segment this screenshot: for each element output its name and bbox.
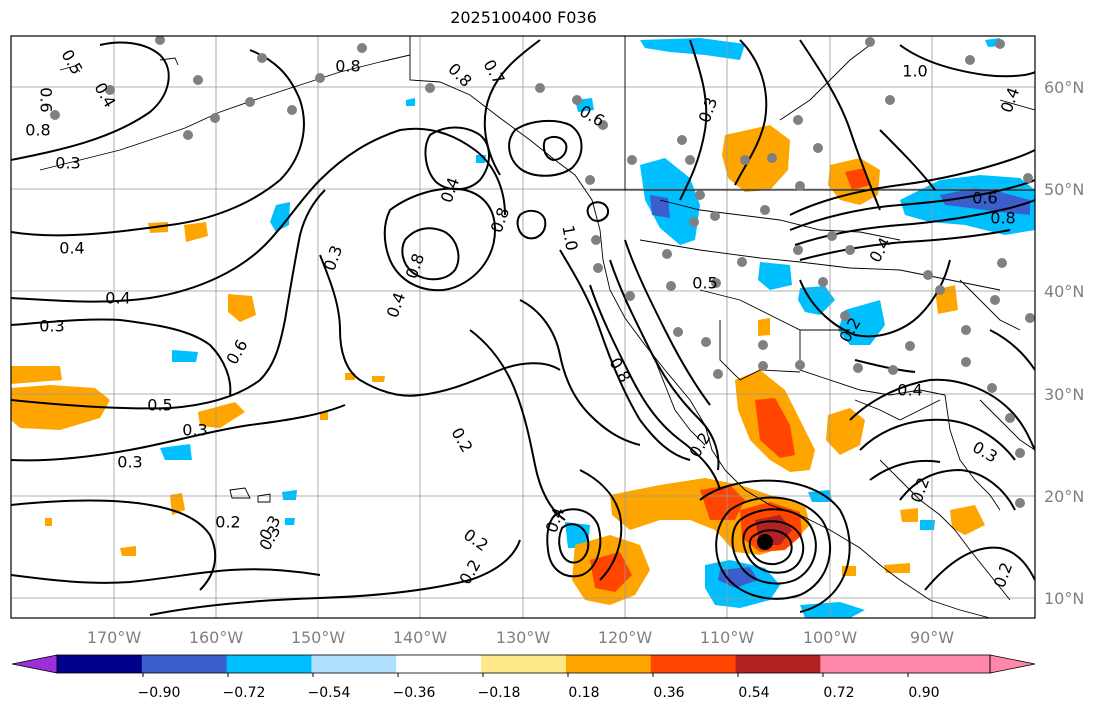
colorbar-segment	[226, 655, 312, 673]
colorbar-segments	[11, 654, 1036, 674]
lat-tick: 50°N	[1044, 180, 1084, 199]
contour-label: 1.0	[558, 224, 581, 252]
contour-label: 0.8	[990, 209, 1015, 228]
colorbar-tick-label: 0.18	[568, 685, 599, 701]
colorbar-tick-label: 0.72	[823, 685, 854, 701]
latitude-axis: 60°N 50°N 40°N 30°N 20°N 10°N	[1044, 78, 1084, 608]
lon-tick: 90°W	[910, 628, 954, 647]
colorbar-segment	[905, 655, 991, 673]
colorbar-segment	[311, 655, 397, 673]
colorbar-tick-label: 0.90	[908, 685, 939, 701]
colorbar-tick-label: 0.36	[653, 685, 684, 701]
colorbar-segment	[481, 655, 567, 673]
contour-label: 0.4	[897, 381, 922, 400]
graticule	[11, 36, 1035, 618]
colorbar-max-arrow	[989, 654, 1036, 674]
colorbar-tick-label: −0.72	[223, 685, 266, 701]
colorbar-segment	[57, 655, 143, 673]
colorbar-segment	[650, 655, 737, 673]
lat-tick: 30°N	[1044, 385, 1084, 404]
chart-title: 2025100400 F036	[450, 8, 597, 27]
colorbar-segment	[141, 655, 228, 673]
lon-tick: 100°W	[803, 628, 858, 647]
contour-label: 0.8	[25, 121, 50, 140]
lat-tick: 10°N	[1044, 589, 1084, 608]
colorbar-outline	[56, 654, 991, 674]
contour-label: 0.2	[215, 513, 240, 532]
contour-label: 1.0	[902, 62, 927, 81]
contours	[11, 39, 1035, 616]
colorbar-min-arrow	[11, 654, 58, 674]
station-dots	[50, 36, 1035, 508]
lon-tick: 170°W	[87, 628, 142, 647]
colorbar-tick-label: −0.54	[308, 685, 351, 701]
contour-label: 0.5	[147, 396, 172, 415]
lon-tick: 110°W	[700, 628, 755, 647]
contour-label: 0.3	[39, 317, 64, 336]
lon-tick: 150°W	[291, 628, 346, 647]
lat-tick: 20°N	[1044, 487, 1084, 506]
coastlines	[39, 36, 1035, 618]
colorbar-segment	[820, 655, 906, 673]
lon-tick: 120°W	[598, 628, 653, 647]
contour-label: 0.4	[59, 239, 84, 258]
longitude-axis: 170°W 160°W 150°W 140°W 130°W 120°W 110°…	[87, 628, 954, 647]
lon-tick: 160°W	[189, 628, 244, 647]
contour-label: 0.4	[105, 289, 130, 308]
colorbar-tick-label: −0.90	[138, 685, 181, 701]
lon-tick: 130°W	[496, 628, 551, 647]
lon-tick: 140°W	[393, 628, 448, 647]
contour-label: 0.6	[972, 189, 997, 208]
colorbar-segment	[735, 655, 821, 673]
colorbar-tick-label: −0.36	[393, 685, 436, 701]
lat-tick: 60°N	[1044, 78, 1084, 97]
contour-label: 0.3	[55, 154, 80, 173]
storm-center-marker	[757, 534, 773, 550]
colorbar-tick-label: −0.18	[478, 685, 521, 701]
colorbar-ticks: −0.90 −0.72 −0.54 −0.36 −0.18 0.18 0.36 0.54 0.7…	[138, 673, 940, 701]
contour-label: 0.5	[692, 274, 717, 293]
contour-label: 0.3	[117, 453, 142, 472]
lat-tick: 40°N	[1044, 282, 1084, 301]
contour-label: 0.8	[335, 57, 360, 76]
colorbar: −0.90 −0.72 −0.54 −0.36 −0.18 0.18 0.36 0.54 0.7…	[11, 654, 1036, 701]
positive-shading	[11, 125, 985, 605]
colorbar-segment	[565, 655, 652, 673]
contour-label: 0.3	[182, 421, 207, 440]
colorbar-segment	[396, 655, 482, 673]
map-border	[10, 35, 1036, 619]
contour-label: 0.6	[37, 87, 56, 112]
colorbar-tick-label: 0.54	[738, 685, 769, 701]
